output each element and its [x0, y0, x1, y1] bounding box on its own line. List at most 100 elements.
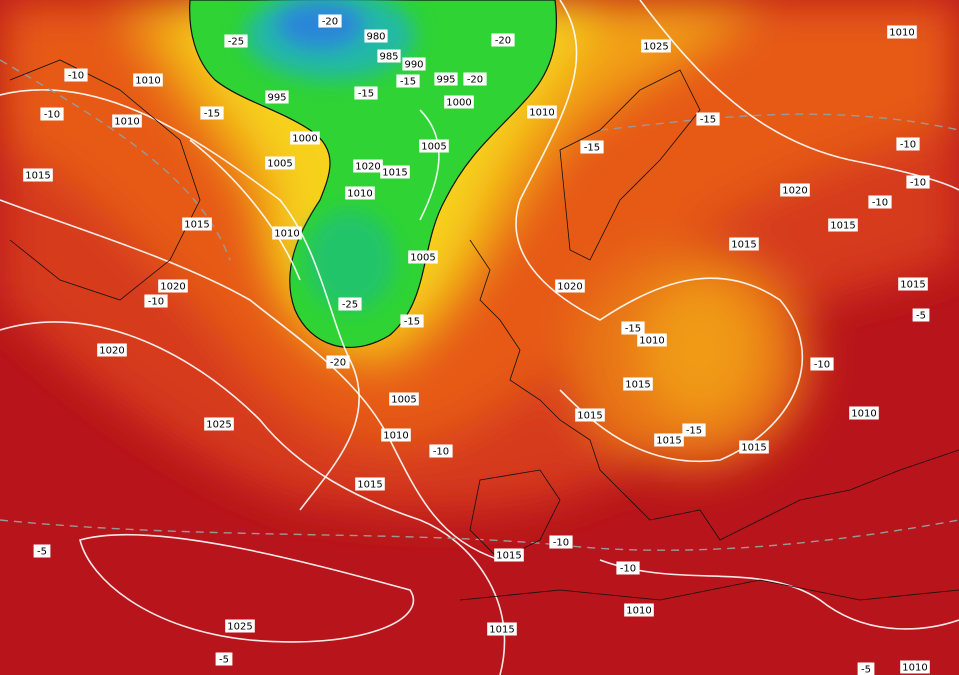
- isobar-label: 1000: [292, 134, 317, 145]
- isobar-label: 1015: [25, 171, 50, 182]
- isobar-label: -10: [433, 447, 449, 458]
- label-box: [408, 250, 438, 264]
- isobar-label: 1015: [625, 380, 650, 391]
- label-box: [64, 68, 88, 82]
- label-box: [491, 33, 515, 47]
- isobar-label: 1025: [643, 42, 668, 53]
- label-box: [112, 114, 142, 128]
- isobar-label: 1015: [731, 240, 756, 251]
- isobar-label: 1010: [902, 663, 927, 674]
- label-box: [182, 217, 212, 231]
- isobar-label: 990: [404, 60, 423, 71]
- label-box: [318, 14, 342, 28]
- isobar-label: 1010: [889, 28, 914, 39]
- isobar-label: -15: [700, 115, 716, 126]
- isobar-label: -5: [219, 655, 229, 666]
- label-box: [494, 548, 524, 562]
- isobar-label: 1015: [489, 625, 514, 636]
- isobar-label: 1015: [830, 221, 855, 232]
- isobar-label: -10: [553, 538, 569, 549]
- label-box: [696, 112, 720, 126]
- isobar-label: -20: [467, 75, 483, 86]
- label-box: [637, 333, 667, 347]
- label-box: [225, 619, 255, 633]
- label-box: [23, 168, 53, 182]
- label-box: [849, 406, 879, 420]
- isobar-label: 1015: [900, 280, 925, 291]
- isobar-label: -20: [330, 358, 346, 369]
- isobar-label: -20: [495, 36, 511, 47]
- isobar-label: 1020: [99, 346, 124, 357]
- label-box: [887, 25, 917, 39]
- label-box: [580, 140, 604, 154]
- isobar-label: 1020: [355, 162, 380, 173]
- isobar-label: 1020: [782, 186, 807, 197]
- isobar-label: -15: [686, 426, 702, 437]
- isobar-label: 1015: [656, 436, 681, 447]
- isobar-label: -15: [584, 143, 600, 154]
- label-box: [338, 297, 362, 311]
- label-box: [900, 660, 930, 674]
- isobar-labels: 1010 1025 1010 -10 -10 1010 995 980 985 990 995 -20…: [23, 14, 930, 675]
- isobar-label: -10: [910, 178, 926, 189]
- label-box: [396, 74, 420, 88]
- label-box: [810, 357, 834, 371]
- label-box: [402, 57, 426, 71]
- isobar-label: -5: [916, 311, 926, 322]
- isobar-label: 1025: [206, 420, 231, 431]
- label-box: [33, 544, 51, 558]
- label-box: [290, 131, 320, 145]
- isobar-label: -10: [620, 564, 636, 575]
- label-box: [97, 343, 127, 357]
- label-box: [729, 237, 759, 251]
- label-box: [389, 392, 419, 406]
- isobar-label: 1015: [184, 220, 209, 231]
- isobar-label: -5: [861, 665, 871, 675]
- isobar-label: 1020: [557, 282, 582, 293]
- label-box: [345, 186, 375, 200]
- isobar-label: -15: [204, 109, 220, 120]
- label-box: [265, 90, 289, 104]
- label-box: [912, 308, 930, 322]
- isobar-label: 985: [379, 52, 398, 63]
- isobar-label: -10: [148, 297, 164, 308]
- label-box: [624, 603, 654, 617]
- isobar-label: 995: [267, 93, 286, 104]
- label-box: [896, 137, 920, 151]
- isobar-label: -10: [900, 140, 916, 151]
- label-box: [868, 195, 892, 209]
- isobar-label: -20: [322, 17, 338, 28]
- isobar-label: 1010: [383, 431, 408, 442]
- label-box: [549, 535, 573, 549]
- isobar-label: 1010: [347, 189, 372, 200]
- isobar-label: 1005: [267, 159, 292, 170]
- label-box: [616, 561, 640, 575]
- isobar-label: 1005: [421, 142, 446, 153]
- isobar-label: 1010: [639, 336, 664, 347]
- isobar-label: -10: [44, 110, 60, 121]
- isobar-label: 1005: [410, 253, 435, 264]
- isobar-label: 1010: [135, 76, 160, 87]
- isobar-label: 1010: [529, 108, 554, 119]
- label-box: [828, 218, 858, 232]
- isobar-label: 1025: [227, 622, 252, 633]
- isobar-label: -10: [814, 360, 830, 371]
- label-box: [224, 34, 248, 48]
- isobar-label: 1015: [577, 411, 602, 422]
- isobar-label: 1005: [391, 395, 416, 406]
- label-box: [898, 277, 928, 291]
- label-box: [682, 423, 706, 437]
- label-box: [641, 39, 671, 53]
- isobar-label: 1010: [626, 606, 651, 617]
- isobar-label: -15: [625, 324, 641, 335]
- isobar-label: -15: [400, 77, 416, 88]
- isobar-label: -15: [404, 317, 420, 328]
- isobar-label: 1015: [741, 443, 766, 454]
- label-box: [215, 652, 233, 666]
- isobar-label: 1015: [496, 551, 521, 562]
- label-box: [272, 226, 302, 240]
- label-box: [364, 29, 388, 43]
- label-box: [144, 294, 168, 308]
